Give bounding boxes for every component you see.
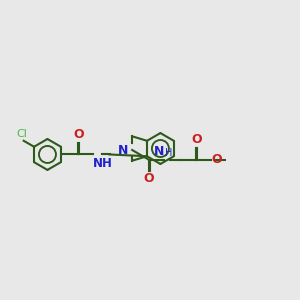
Text: O: O [191, 134, 202, 146]
Text: O: O [211, 153, 222, 166]
Text: O: O [144, 172, 154, 185]
Text: H: H [165, 148, 172, 158]
Text: Cl: Cl [17, 129, 28, 139]
Text: NH: NH [93, 157, 113, 170]
Text: N: N [154, 145, 164, 158]
Text: N: N [118, 143, 129, 157]
Text: O: O [74, 128, 84, 141]
